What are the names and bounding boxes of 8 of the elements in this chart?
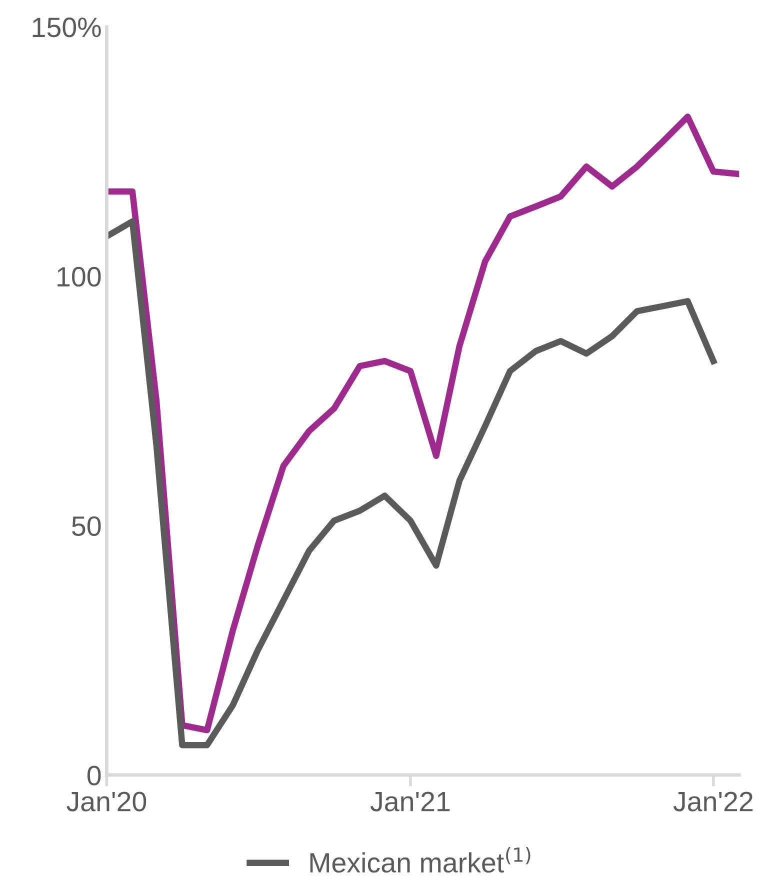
y-tick-label: 0 <box>87 766 101 786</box>
y-tick-label: 50 <box>72 516 101 536</box>
y-tick-label: 100 <box>58 266 101 287</box>
x-tick-label: Jan'22 <box>673 792 753 812</box>
legend-label: Mexican market$^{(1)}$ <box>310 846 530 873</box>
x-tick-label: Jan'20 <box>66 792 146 812</box>
y-tick-label: 150% <box>32 18 101 38</box>
x-tick-label: Jan'21 <box>370 792 450 812</box>
